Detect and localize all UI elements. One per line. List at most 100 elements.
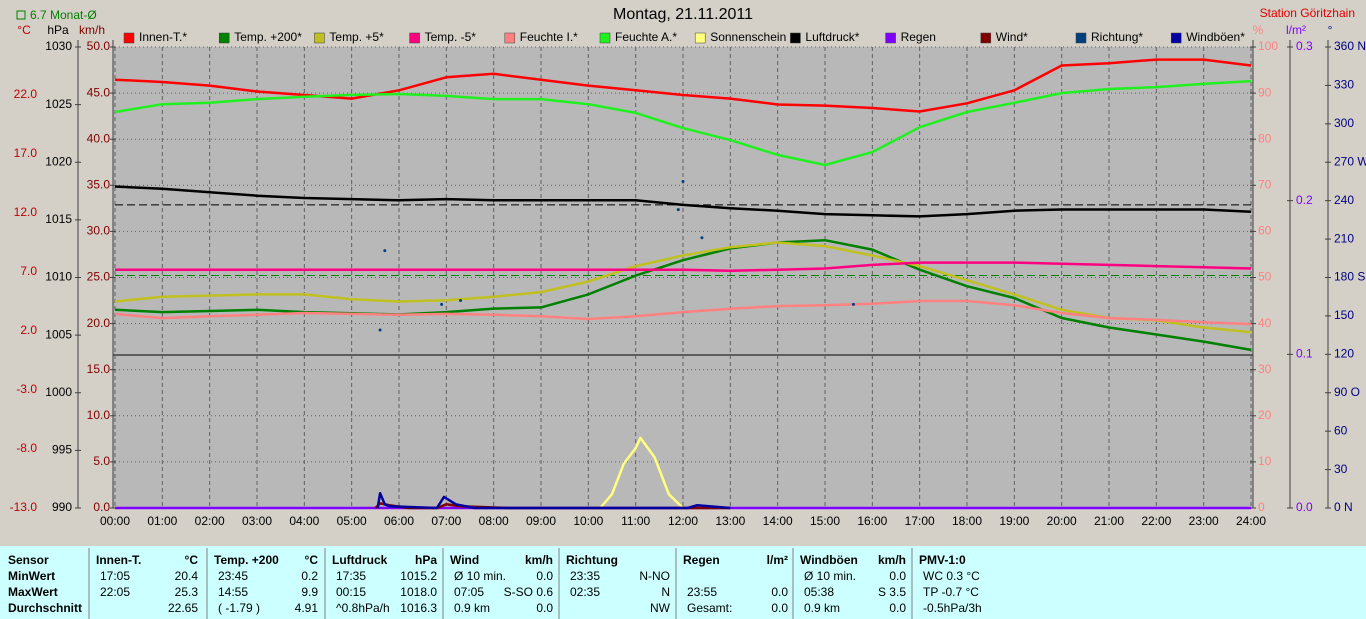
group-unit: °C (305, 553, 319, 567)
group-unit: l/m² (767, 553, 788, 567)
y-tick-label: 80 (1258, 131, 1272, 145)
y-tick-label: 20.0 (87, 316, 111, 330)
group-unit: km/h (525, 553, 553, 567)
axis-unit: % (1253, 23, 1264, 37)
y-tick-label: 45.0 (87, 85, 111, 99)
chart-title: Montag, 21.11.2011 (613, 6, 753, 23)
cell-right: S 3.5 (878, 585, 906, 599)
x-tick-label: 24:00 (1236, 514, 1266, 528)
group-header: Richtung (566, 553, 618, 567)
cell-left: 23:35 (570, 569, 600, 583)
x-tick-label: 03:00 (242, 514, 272, 528)
y-tick-label: 30.0 (87, 224, 111, 238)
y-tick-label: -13.0 (10, 500, 38, 514)
legend-label: Temp. +5* (329, 30, 384, 44)
cell-left: 17:35 (336, 569, 366, 583)
direction-point (676, 208, 680, 212)
cell-right: 1018.0 (400, 585, 437, 599)
series-line (114, 241, 1252, 334)
legend-label: Windböen* (1186, 30, 1245, 44)
legend-swatch (1170, 32, 1182, 44)
series-line (115, 261, 1252, 273)
cell-right: S-SO 0.6 (504, 585, 554, 599)
axis-unit: hPa (47, 23, 69, 37)
y-tick-label: 210 (1334, 231, 1354, 245)
cell-left: Ø 10 min. (804, 569, 856, 583)
legend-swatch (885, 32, 896, 44)
cell-left: 07:05 (454, 585, 484, 599)
group-header: Luftdruck (332, 553, 388, 567)
y-tick-label: 22.0 (14, 87, 38, 101)
y-tick-label: 0.2 (1296, 193, 1313, 207)
group-header: Temp. +200 (214, 553, 279, 567)
legend-label: Feuchte I.* (520, 30, 578, 44)
cell-right: 0.0 (771, 601, 788, 615)
y-tick-label: 50 (1258, 270, 1272, 284)
cell-right: NW (650, 601, 671, 615)
y-tick-label: 0.0 (93, 500, 110, 514)
cell-left: 14:55 (218, 585, 248, 599)
group-header: PMV-1:0 (919, 553, 966, 567)
y-tick-label: 90 (1258, 85, 1272, 99)
y-tick-label: 100 (1258, 39, 1278, 53)
y-tick-label: 90 O (1334, 385, 1360, 399)
direction-point (440, 302, 444, 306)
y-tick-label: 20 (1258, 408, 1272, 422)
y-tick-label: 1015 (45, 212, 72, 226)
row-label: MaxWert (8, 585, 58, 599)
direction-point (681, 179, 685, 183)
cell-left: 0.9 km (804, 601, 840, 615)
group-header: Innen-T. (96, 553, 141, 567)
series-line (114, 299, 1252, 326)
legend-label: Temp. +200* (234, 30, 302, 44)
y-tick-label: 5.0 (93, 454, 110, 468)
direction-point (459, 299, 463, 303)
y-tick-label: 330 (1334, 78, 1354, 92)
station-name: Station Göritzhain (1260, 6, 1355, 20)
series-line (599, 436, 684, 509)
x-tick-label: 06:00 (384, 514, 414, 528)
x-tick-label: 22:00 (1141, 514, 1171, 528)
y-tick-label: 60 (1258, 224, 1272, 238)
y-tick-label: 240 (1334, 193, 1354, 207)
y-tick-label: 1025 (45, 97, 72, 111)
series-line (114, 185, 1252, 218)
legend-label: Luftdruck* (805, 30, 859, 44)
legend-swatch (694, 32, 706, 44)
y-tick-label: 360 N (1334, 39, 1366, 53)
legend-swatch (409, 32, 420, 44)
legend-swatch (599, 32, 611, 44)
x-tick-label: 20:00 (1047, 514, 1077, 528)
x-tick-label: 21:00 (1094, 514, 1124, 528)
y-tick-label: 150 (1334, 308, 1354, 322)
legend-label: Regen (901, 30, 936, 44)
x-tick-label: 05:00 (337, 514, 367, 528)
group-header: Regen (683, 553, 720, 567)
y-tick-label: 15.0 (87, 362, 111, 376)
axis-unit: °C (17, 23, 31, 37)
cell-left: ( -1.79 ) (218, 601, 260, 615)
table-background (0, 546, 1366, 619)
cell-right: 0.0 (889, 569, 906, 583)
y-tick-label: 50.0 (87, 39, 111, 53)
y-tick-label: 35.0 (87, 177, 111, 191)
y-tick-label: 0.3 (1296, 39, 1313, 53)
x-tick-label: 14:00 (763, 514, 793, 528)
cell-right: 0.2 (301, 569, 318, 583)
legend-swatch (123, 32, 135, 44)
legend-swatch (790, 32, 801, 44)
cell-left: Ø 10 min. (454, 569, 506, 583)
group-unit: hPa (415, 553, 437, 567)
series-line (376, 491, 731, 510)
x-tick-label: 02:00 (195, 514, 225, 528)
x-tick-label: 10:00 (573, 514, 603, 528)
x-tick-label: 01:00 (147, 514, 177, 528)
legend-label: Wind* (996, 30, 1028, 44)
y-tick-label: 2.0 (20, 323, 37, 337)
cell-left: Gesamt: (687, 601, 732, 615)
cell-right: 1015.2 (400, 569, 437, 583)
x-tick-label: 04:00 (289, 514, 319, 528)
x-tick-label: 15:00 (810, 514, 840, 528)
axis-unit: l/m² (1286, 23, 1306, 37)
